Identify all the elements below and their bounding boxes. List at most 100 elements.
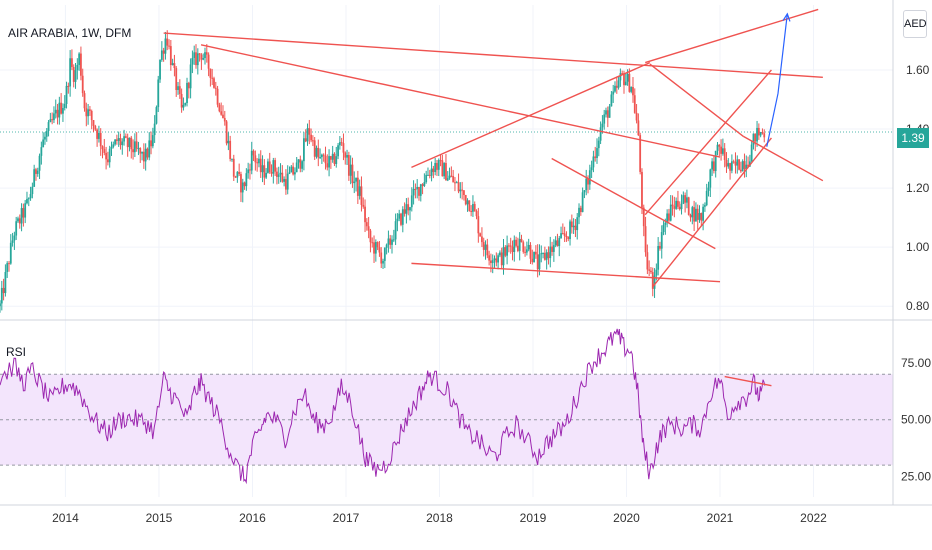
candle-body (358, 186, 361, 196)
candle-body (294, 172, 296, 175)
candle-body (214, 87, 217, 89)
candle-body (525, 249, 528, 253)
candle-body (610, 94, 613, 107)
candle-body (686, 197, 688, 203)
candle-body (315, 147, 318, 157)
candle-body (63, 103, 66, 109)
candle-body (721, 148, 724, 154)
candle-body (202, 58, 205, 60)
candle-body (446, 178, 449, 181)
candle-body (49, 119, 52, 123)
candle-body (666, 213, 669, 223)
candle-body (245, 173, 248, 187)
candle-body (146, 148, 149, 158)
candle-body (734, 161, 737, 166)
candle-body (112, 144, 115, 148)
candle-body (218, 104, 221, 112)
candle-body (484, 244, 487, 250)
candle-body (182, 104, 185, 108)
trend-line (551, 157, 716, 250)
candle-body (497, 255, 500, 263)
candle-body (644, 226, 647, 253)
candle-body (540, 253, 543, 255)
candle-body (80, 53, 82, 76)
candle-body (691, 207, 694, 218)
candle-body (479, 233, 482, 237)
candle-body (231, 158, 233, 160)
candle-body (738, 159, 740, 170)
candle-body (509, 245, 512, 247)
candle-body (42, 139, 45, 148)
candle-body (472, 204, 474, 212)
candle-body (108, 148, 111, 163)
candle-body (371, 242, 374, 244)
candle-body (668, 213, 670, 221)
candle-body (285, 179, 287, 190)
candle-body (178, 86, 181, 94)
candle-body (570, 221, 573, 228)
time-tick-label: 2018 (426, 511, 453, 525)
price-tick-label: 1.20 (906, 181, 930, 195)
candle-body (47, 122, 50, 132)
candle-body (256, 162, 259, 164)
candle-body (99, 133, 102, 147)
candle-body (240, 174, 242, 193)
candle-body (276, 171, 278, 177)
candle-body (27, 198, 30, 200)
candle-body (15, 221, 18, 236)
candle-body (254, 155, 257, 163)
candle-body (410, 195, 413, 208)
candle-body (709, 169, 712, 188)
candle-body (635, 112, 638, 121)
candle-body (162, 50, 165, 54)
candle-body (171, 63, 174, 66)
candle-body (678, 206, 681, 210)
candle-body (389, 238, 392, 245)
candle-body (439, 160, 442, 162)
currency-button[interactable]: AED (903, 10, 927, 38)
candle-body (650, 270, 652, 273)
candle-body (599, 127, 602, 141)
candle-body (759, 132, 762, 136)
candle-body (581, 192, 584, 213)
candle-body (632, 86, 634, 96)
candle-body (29, 194, 32, 199)
candle-body (283, 179, 286, 182)
candle-body (362, 204, 365, 207)
candle-body (513, 239, 516, 253)
candle-body (594, 156, 597, 159)
rsi-tick-label: 50.00 (901, 413, 931, 427)
candle-body (180, 93, 183, 108)
candle-body (552, 245, 555, 252)
candle-body (707, 187, 710, 191)
candle-body (31, 186, 34, 195)
candle-body (153, 123, 156, 136)
candle-body (148, 140, 151, 158)
candle-body (639, 135, 642, 172)
candle-body (700, 213, 703, 221)
candle-body (222, 114, 224, 118)
candle-body (71, 58, 73, 67)
candle-body (403, 209, 406, 214)
candle-body (606, 110, 609, 118)
candle-body (461, 189, 464, 191)
trend-line (652, 137, 772, 288)
candle-body (56, 109, 59, 118)
candle-body (90, 110, 93, 121)
candle-body (225, 121, 228, 144)
candle-body (367, 226, 370, 231)
candle-body (612, 91, 615, 95)
candle-body (376, 242, 379, 248)
candle-body (189, 64, 192, 89)
candle-body (682, 195, 685, 204)
candle-body (137, 148, 140, 150)
rsi-tick-label: 75.00 (901, 356, 931, 370)
time-tick-label: 2016 (239, 511, 266, 525)
candle-body (295, 162, 298, 173)
candle-body (304, 138, 307, 142)
candle-body (651, 272, 654, 289)
candle-body (398, 213, 401, 219)
candle-body (115, 139, 118, 141)
candle-body (427, 174, 429, 176)
candle-body (6, 263, 9, 272)
